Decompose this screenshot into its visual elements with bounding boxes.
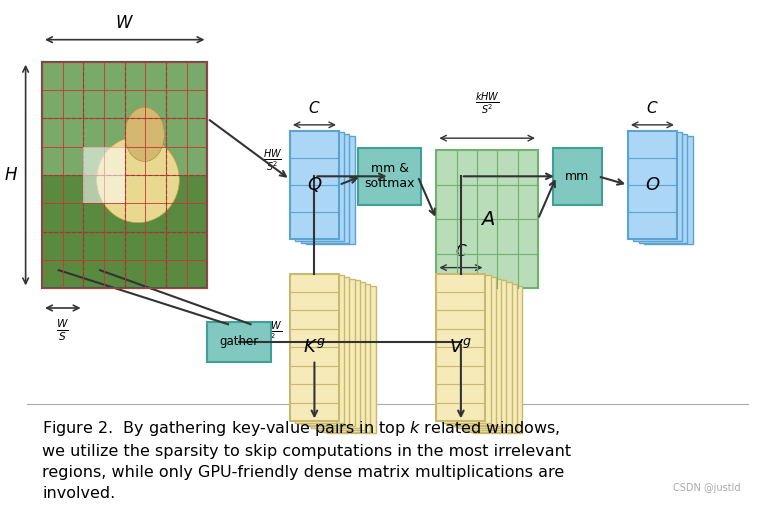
FancyBboxPatch shape — [473, 285, 522, 433]
FancyBboxPatch shape — [633, 133, 682, 241]
Text: $C$: $C$ — [454, 243, 467, 259]
Ellipse shape — [97, 137, 179, 223]
FancyBboxPatch shape — [327, 285, 375, 433]
Text: gather: gather — [220, 336, 259, 349]
Ellipse shape — [125, 107, 165, 162]
Text: $C$: $C$ — [647, 100, 659, 116]
Text: $\frac{kHW}{S^2}$: $\frac{kHW}{S^2}$ — [257, 320, 283, 346]
Text: $\frac{W}{S}$: $\frac{W}{S}$ — [57, 318, 69, 343]
FancyBboxPatch shape — [295, 133, 344, 241]
FancyBboxPatch shape — [300, 134, 349, 242]
FancyBboxPatch shape — [208, 322, 271, 362]
Text: CSDN @justld: CSDN @justld — [673, 483, 741, 493]
FancyBboxPatch shape — [643, 136, 692, 244]
FancyBboxPatch shape — [553, 148, 602, 205]
FancyBboxPatch shape — [295, 275, 344, 423]
Text: $W$: $W$ — [116, 15, 134, 32]
FancyBboxPatch shape — [358, 148, 421, 205]
FancyBboxPatch shape — [468, 284, 517, 431]
Text: $C$: $C$ — [308, 100, 321, 116]
Text: $Q$: $Q$ — [306, 176, 322, 194]
Text: mm &
softmax: mm & softmax — [365, 162, 414, 190]
Text: Figure 2.  By gathering key-value pairs in top $k$ related windows,
we utilize t: Figure 2. By gathering key-value pairs i… — [42, 419, 571, 501]
FancyBboxPatch shape — [311, 280, 360, 428]
FancyBboxPatch shape — [437, 274, 486, 421]
Text: $H$: $H$ — [4, 166, 18, 184]
FancyBboxPatch shape — [83, 147, 125, 204]
Text: $A$: $A$ — [480, 210, 495, 229]
FancyBboxPatch shape — [306, 136, 355, 244]
FancyBboxPatch shape — [322, 284, 371, 431]
Text: $O$: $O$ — [645, 176, 660, 194]
FancyBboxPatch shape — [300, 277, 349, 425]
FancyBboxPatch shape — [42, 62, 208, 289]
FancyBboxPatch shape — [316, 282, 365, 430]
FancyBboxPatch shape — [442, 275, 490, 423]
FancyBboxPatch shape — [437, 150, 538, 289]
FancyBboxPatch shape — [628, 131, 677, 239]
FancyBboxPatch shape — [447, 277, 496, 425]
Text: mm: mm — [565, 170, 590, 183]
FancyBboxPatch shape — [452, 279, 501, 426]
FancyBboxPatch shape — [42, 175, 208, 289]
FancyBboxPatch shape — [463, 282, 512, 430]
FancyBboxPatch shape — [639, 134, 687, 242]
Text: $\frac{HW}{S^2}$: $\frac{HW}{S^2}$ — [264, 148, 283, 174]
Text: $\frac{kHW}{S^2}$: $\frac{kHW}{S^2}$ — [475, 91, 499, 116]
FancyBboxPatch shape — [290, 274, 339, 421]
Text: $V^g$: $V^g$ — [450, 338, 473, 356]
FancyBboxPatch shape — [290, 131, 339, 239]
Text: $K^g$: $K^g$ — [303, 338, 326, 356]
FancyBboxPatch shape — [306, 279, 355, 426]
FancyBboxPatch shape — [457, 280, 506, 428]
